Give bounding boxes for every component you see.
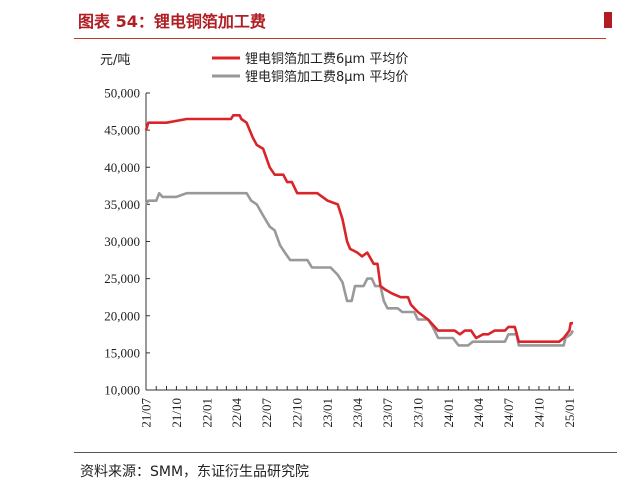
y-tick-label: 35,000	[104, 197, 140, 212]
x-tick-label: 22/07	[259, 398, 274, 428]
footer-divider	[74, 452, 617, 453]
x-tick-label: 24/10	[531, 398, 546, 428]
x-tick-label: 22/01	[199, 398, 214, 428]
x-tick-label: 22/10	[290, 398, 305, 428]
x-tick-label: 23/04	[350, 398, 365, 428]
x-tick-label: 21/07	[139, 398, 154, 428]
chart-axes: 10,000 15,000 20,000 25,000 30,000 35,000 40,0…	[104, 86, 577, 428]
page-edge-marker	[604, 12, 612, 28]
y-tick-label: 45,000	[104, 123, 140, 138]
x-tick-label: 22/04	[229, 398, 244, 428]
y-tick-label: 10,000	[104, 383, 140, 398]
series-line-8um	[144, 191, 575, 347]
y-tick-label: 15,000	[104, 345, 140, 360]
x-tick-label: 24/07	[501, 398, 516, 428]
figure-title: 图表 54：锂电铜箔加工费	[78, 12, 266, 31]
y-tick-label: 20,000	[104, 308, 140, 323]
series-layer	[144, 114, 575, 347]
legend-entry-6um-label: 锂电铜箔加工费6μm 平均价	[245, 51, 408, 67]
legend-entry-8um-label: 锂电铜箔加工费8μm 平均价	[245, 69, 408, 85]
series-line-6um	[144, 114, 573, 344]
x-tick-label: 21/10	[169, 398, 184, 428]
x-tick-label: 23/01	[320, 398, 335, 428]
x-tick-label: 23/10	[410, 398, 425, 428]
x-tick-label: 24/04	[471, 398, 486, 428]
y-tick-label: 40,000	[104, 160, 140, 175]
x-tick-label: 24/01	[441, 398, 456, 428]
y-tick-label: 30,000	[104, 234, 140, 249]
y-axis-unit-label: 元/吨	[100, 53, 130, 68]
y-tick-label: 50,000	[104, 86, 140, 101]
x-tick-label: 23/07	[380, 398, 395, 428]
title-divider	[74, 38, 606, 39]
x-tick-label: 25/01	[562, 398, 577, 428]
y-tick-label: 25,000	[104, 271, 140, 286]
source-note: 资料来源：SMM，东证衍生品研究院	[80, 464, 310, 480]
